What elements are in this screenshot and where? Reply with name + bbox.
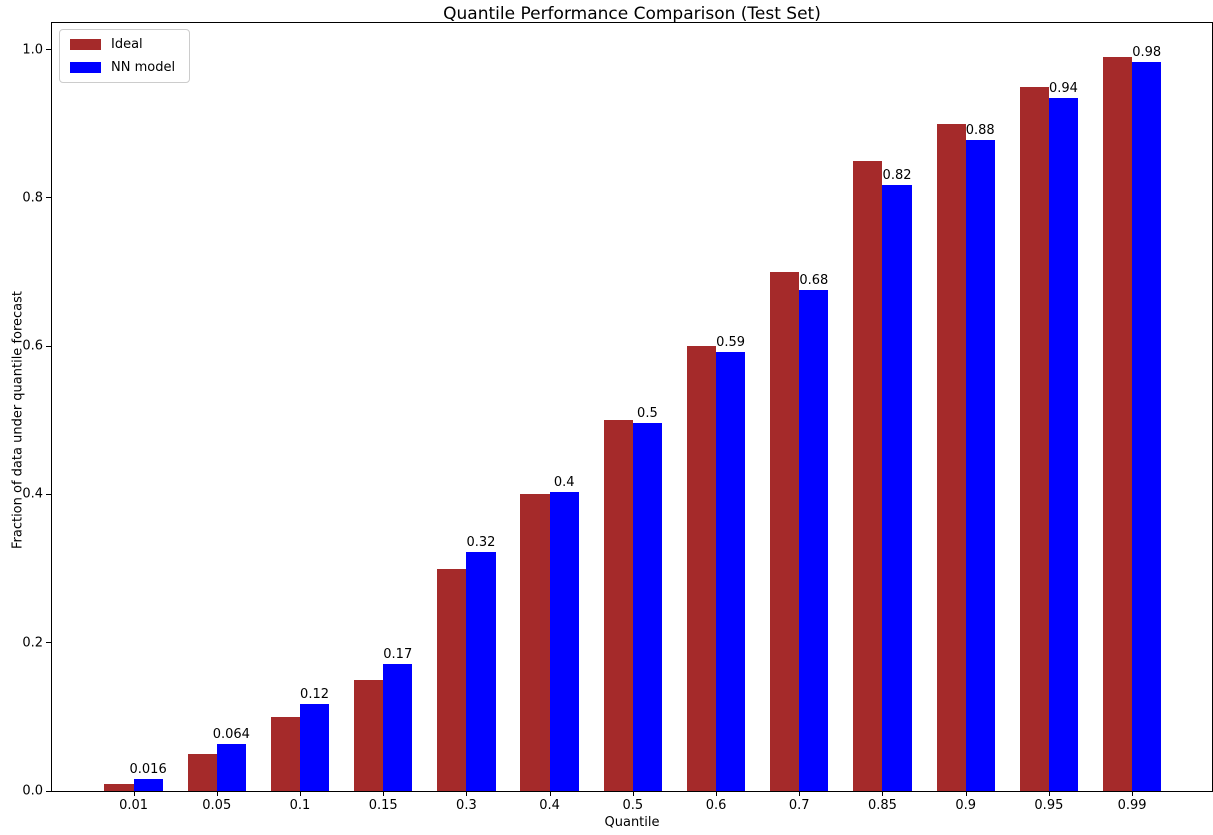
x-tick-label: 0.4	[539, 798, 560, 813]
bar-nn-model	[383, 663, 413, 791]
y-tick-label: 0.2	[22, 635, 43, 651]
bar-ideal	[354, 679, 384, 791]
bar-value-label: 0.12	[300, 686, 330, 702]
x-tick-mark	[1132, 791, 1134, 796]
x-tick-label: 0.6	[705, 798, 727, 813]
bar-ideal	[104, 783, 134, 791]
y-tick-mark	[46, 49, 51, 51]
x-tick-label: 0.01	[119, 798, 149, 813]
bar-value-label: 0.88	[965, 123, 995, 139]
bar-ideal	[270, 716, 300, 791]
x-tick-mark	[632, 791, 634, 796]
y-tick-label: 0.8	[22, 190, 43, 206]
bar-nn-model	[466, 552, 496, 791]
bar-value-label: 0.016	[129, 762, 167, 778]
bar-ideal	[853, 160, 883, 791]
x-tick-label: 0.95	[1034, 798, 1064, 813]
bar-nn-model	[965, 140, 995, 791]
bar-nn-model	[549, 492, 579, 791]
y-tick-mark	[46, 197, 51, 199]
x-tick-mark	[133, 791, 135, 796]
x-tick-label: 0.9	[955, 798, 977, 813]
bar-value-label: 0.94	[1048, 80, 1078, 96]
y-tick-label: 1.0	[22, 42, 43, 58]
bar-nn-model	[632, 422, 662, 791]
bar-ideal	[520, 494, 550, 791]
x-axis-label: Quantile	[604, 815, 660, 830]
x-tick-mark	[799, 791, 801, 796]
bar-value-label: 0.82	[882, 167, 912, 183]
x-tick-mark	[965, 791, 967, 796]
bar-value-label: 0.98	[1132, 45, 1162, 61]
x-tick-mark	[299, 791, 301, 796]
legend-label: NN model	[111, 60, 176, 75]
bar-value-label: 0.68	[799, 272, 829, 288]
bar-nn-model	[716, 352, 746, 791]
bar-ideal	[1019, 86, 1049, 791]
bar-ideal	[603, 420, 633, 791]
x-tick-mark	[383, 791, 385, 796]
plot-area: 0.0 0.2 0.4 0.6 0.8 1.0 0.01 0.05 0.1 0.15 0.3 0.4…	[22, 22, 1213, 813]
bar-ideal	[770, 272, 800, 791]
x-tick-mark	[549, 791, 551, 796]
y-tick-label: 0.4	[22, 486, 43, 502]
bar-nn-model	[1132, 62, 1162, 791]
x-tick-label: 0.85	[867, 798, 897, 813]
x-tick-label: 0.7	[788, 798, 810, 813]
bar-nn-model	[1048, 97, 1078, 791]
x-tick-label: 0.05	[202, 798, 232, 813]
x-tick-label: 0.5	[622, 798, 644, 813]
bar-nn-model	[882, 184, 912, 791]
y-tick-label: 0.0	[22, 783, 43, 799]
x-tick-mark	[1048, 791, 1050, 796]
bar-value-label: 0.32	[466, 535, 496, 551]
bar-ideal	[686, 346, 717, 791]
x-tick-label: 0.99	[1117, 798, 1147, 813]
y-axis-label: Fraction of data under quantile forecast	[10, 290, 26, 550]
bar-nn-model	[133, 779, 163, 791]
legend: Ideal NN model	[59, 29, 191, 83]
y-tick-mark	[46, 642, 51, 644]
chart-title: Quantile Performance Comparison (Test Se…	[443, 4, 821, 24]
y-tick-mark	[46, 790, 51, 792]
legend-swatch	[70, 39, 101, 50]
x-tick-label: 0.3	[456, 798, 477, 813]
bar-value-label: 0.17	[383, 646, 413, 662]
x-tick-mark	[216, 791, 218, 796]
y-tick-label: 0.6	[22, 338, 43, 354]
legend-label: Ideal	[111, 37, 143, 52]
bar-ideal	[437, 568, 467, 791]
bar-nn-model	[216, 743, 246, 791]
x-tick-label: 0.15	[368, 798, 398, 813]
bar-value-label: 0.064	[212, 726, 250, 742]
bar-value-label: 0.59	[716, 335, 746, 351]
x-tick-label: 0.1	[289, 798, 311, 813]
y-tick-mark	[46, 493, 51, 495]
bar-nn-model	[799, 289, 829, 791]
bar-ideal	[936, 123, 966, 791]
bar-ideal	[187, 753, 217, 791]
x-tick-mark	[466, 791, 468, 796]
bar-value-label: 0.4	[553, 475, 575, 491]
y-tick-mark	[46, 345, 51, 347]
legend-item: Ideal	[70, 37, 179, 52]
bar-value-label: 0.5	[637, 405, 658, 421]
x-tick-mark	[716, 791, 718, 796]
legend-swatch	[70, 62, 101, 73]
bar-ideal	[1102, 57, 1133, 791]
x-tick-mark	[882, 791, 884, 796]
bar-nn-model	[299, 703, 330, 791]
legend-item: NN model	[70, 60, 179, 75]
